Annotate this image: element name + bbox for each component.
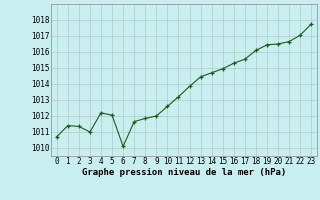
X-axis label: Graphe pression niveau de la mer (hPa): Graphe pression niveau de la mer (hPa): [82, 168, 286, 177]
